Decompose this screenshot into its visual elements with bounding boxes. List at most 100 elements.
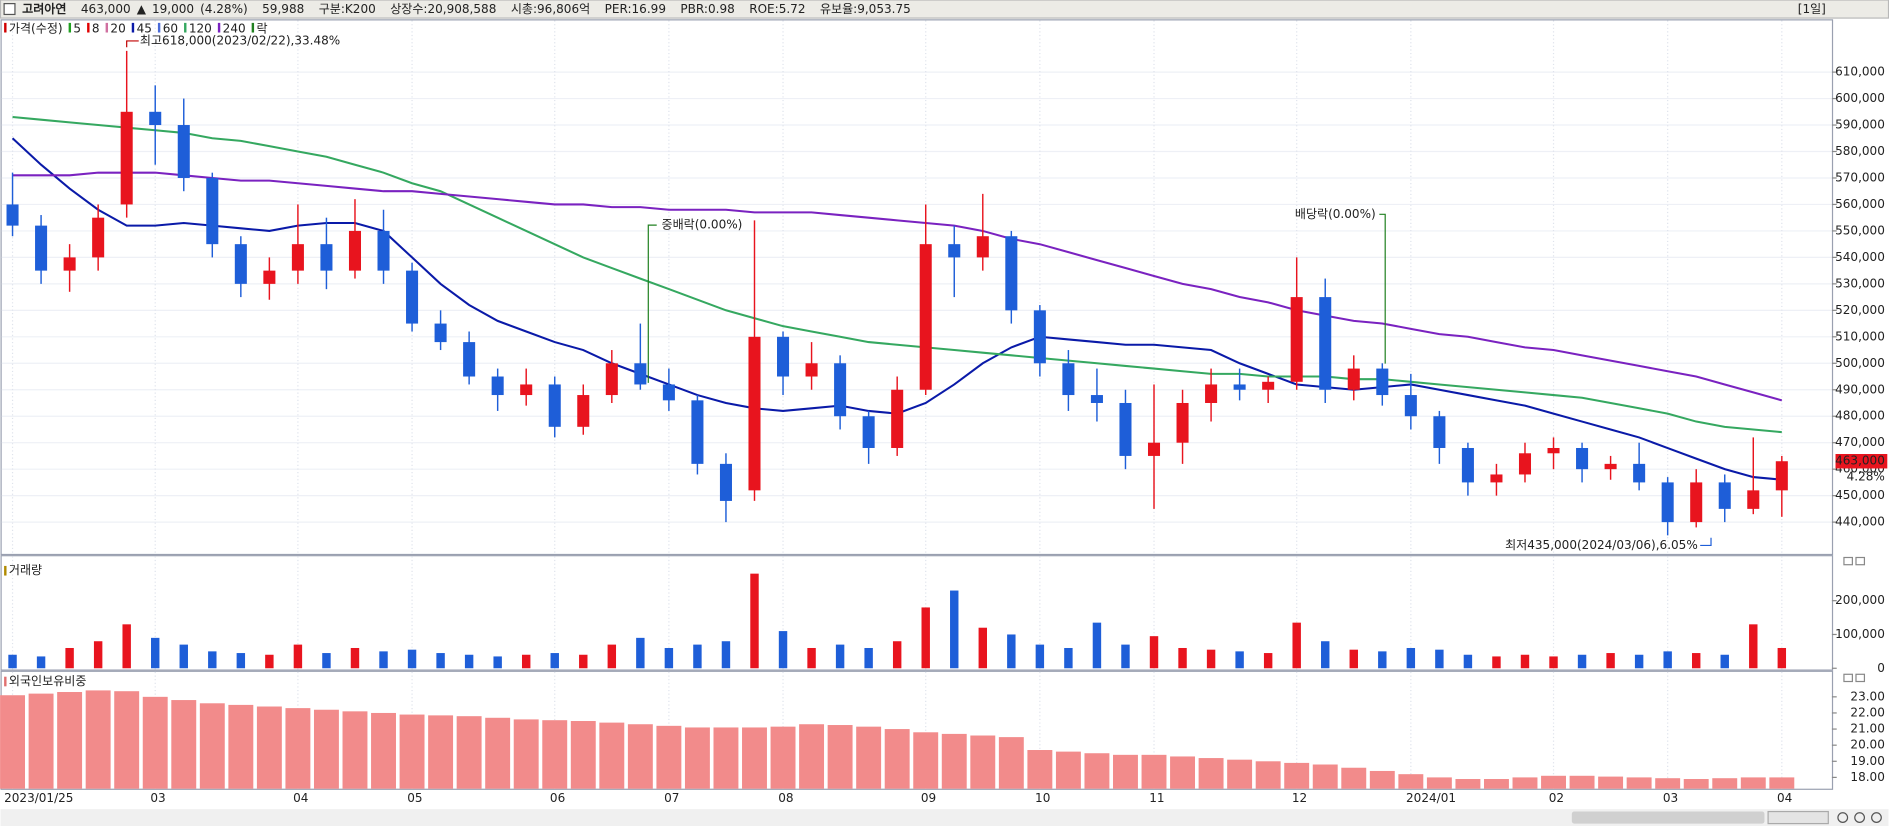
bar bbox=[28, 693, 54, 789]
candle-body bbox=[1690, 482, 1703, 523]
header-item: 19,000 bbox=[152, 2, 194, 16]
bar bbox=[436, 653, 445, 669]
panel-button[interactable] bbox=[1855, 673, 1866, 683]
bar bbox=[1740, 777, 1766, 789]
candle-body bbox=[1033, 310, 1046, 364]
bar bbox=[8, 654, 17, 669]
candle-body bbox=[6, 204, 19, 226]
bar bbox=[151, 637, 160, 669]
y-tick-label: 19.00 bbox=[1850, 754, 1884, 768]
bar bbox=[293, 644, 303, 669]
event-line bbox=[1379, 213, 1386, 364]
bar bbox=[693, 644, 702, 669]
bar bbox=[493, 656, 502, 669]
candle-body bbox=[605, 363, 618, 396]
x-tick-label: 03 bbox=[150, 791, 165, 805]
bar bbox=[684, 727, 710, 789]
y-tick-label: 450,000 bbox=[1835, 488, 1885, 502]
x-tick-label: 06 bbox=[550, 791, 565, 805]
candle-body bbox=[1576, 447, 1589, 470]
candle-body bbox=[177, 125, 190, 178]
zoom-slider[interactable] bbox=[1767, 810, 1829, 825]
legend-swatch bbox=[157, 22, 161, 33]
legend-swatch bbox=[217, 22, 221, 33]
y-tick-label: 100,000 bbox=[1835, 627, 1885, 641]
checkbox[interactable] bbox=[3, 3, 16, 16]
panel-title: 외국인보유비중 bbox=[9, 674, 86, 688]
bar bbox=[1113, 754, 1138, 789]
legend-label: 가격(수정) bbox=[9, 21, 63, 35]
candle-body bbox=[948, 244, 961, 258]
bar bbox=[1349, 649, 1358, 669]
bar bbox=[513, 719, 539, 789]
y-tick-label: 540,000 bbox=[1835, 250, 1885, 264]
candle-body bbox=[1747, 490, 1760, 509]
header-item: 구분:K200 bbox=[319, 2, 376, 16]
x-tick-label: 2023/01/25 bbox=[4, 791, 73, 805]
bar bbox=[998, 737, 1024, 789]
candle-body bbox=[1547, 447, 1560, 454]
bar bbox=[322, 653, 331, 669]
bar bbox=[1749, 624, 1758, 669]
bar bbox=[265, 654, 274, 669]
candle-body bbox=[1404, 395, 1417, 417]
low-arrow bbox=[1700, 537, 1712, 547]
event-label: 중배락(0.00%) bbox=[662, 218, 743, 232]
candle-body bbox=[1461, 447, 1474, 483]
bar bbox=[1170, 756, 1196, 789]
zoom-button[interactable] bbox=[1837, 812, 1849, 823]
bar bbox=[142, 696, 168, 789]
candle-body bbox=[1604, 463, 1617, 470]
bar bbox=[1520, 654, 1530, 669]
bar bbox=[1769, 777, 1795, 789]
bar bbox=[1263, 653, 1273, 669]
y-tick-label: 570,000 bbox=[1835, 170, 1885, 184]
candle-body bbox=[1176, 402, 1189, 443]
bar bbox=[1777, 647, 1787, 669]
bar bbox=[85, 690, 111, 789]
legend-swatch bbox=[184, 22, 187, 33]
bar bbox=[750, 573, 759, 669]
x-tick-label: 05 bbox=[407, 791, 422, 805]
zoom-button[interactable] bbox=[1854, 812, 1866, 823]
candle-body bbox=[691, 400, 704, 464]
panel-button[interactable] bbox=[1843, 556, 1853, 566]
y-tick-label: 18.00 bbox=[1850, 770, 1884, 784]
bar bbox=[978, 627, 988, 669]
x-tick-label: 04 bbox=[1777, 791, 1792, 805]
candle-body bbox=[1433, 416, 1446, 448]
candle-body bbox=[1119, 402, 1132, 456]
bar bbox=[835, 644, 845, 669]
y-tick-label: 580,000 bbox=[1835, 144, 1885, 158]
panel-button[interactable] bbox=[1843, 673, 1853, 683]
bar bbox=[579, 654, 588, 669]
candle-body bbox=[1262, 381, 1275, 390]
bar bbox=[208, 651, 217, 669]
bar bbox=[1398, 774, 1424, 789]
bar bbox=[93, 641, 103, 669]
bar bbox=[1541, 775, 1566, 789]
legend-swatch bbox=[87, 22, 90, 33]
panel-button[interactable] bbox=[1855, 556, 1866, 566]
candle-body bbox=[662, 384, 675, 401]
candle-body bbox=[1147, 442, 1161, 456]
bar bbox=[1055, 751, 1081, 789]
scroll-thumb[interactable] bbox=[1571, 811, 1765, 824]
candle-body bbox=[1775, 461, 1788, 491]
last-label: 463,000 bbox=[1835, 454, 1885, 468]
bar bbox=[721, 641, 731, 669]
period-label[interactable]: [1일] bbox=[1798, 2, 1826, 16]
bar bbox=[456, 716, 482, 789]
legend-label: 8 bbox=[92, 21, 100, 35]
candle-body bbox=[1233, 384, 1246, 390]
bar bbox=[713, 727, 739, 789]
bar bbox=[0, 695, 26, 789]
zoom-button[interactable] bbox=[1871, 812, 1882, 823]
bar bbox=[485, 717, 511, 789]
bar bbox=[285, 708, 311, 789]
candle-body bbox=[1718, 482, 1731, 509]
header-item: PER:16.99 bbox=[605, 2, 666, 16]
bar bbox=[636, 637, 645, 669]
header-item: ▲ bbox=[137, 2, 147, 16]
